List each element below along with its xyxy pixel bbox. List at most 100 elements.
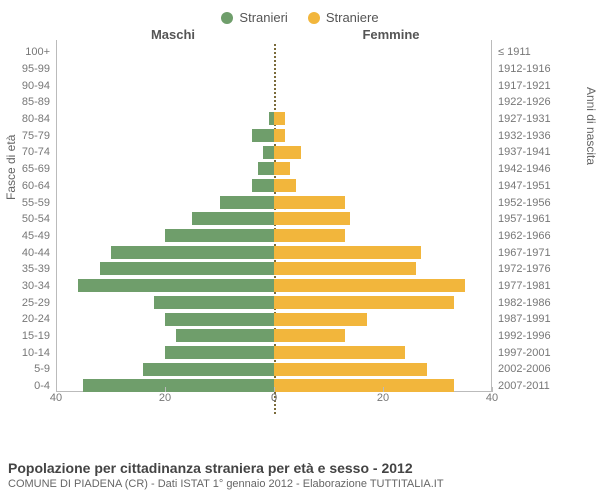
right-plot [274, 94, 492, 111]
female-bar [274, 346, 405, 359]
legend: Stranieri Straniere [0, 0, 600, 25]
left-plot [56, 144, 274, 161]
birth-label: 1942-1946 [492, 163, 570, 175]
male-bar [263, 146, 274, 159]
age-label: 70-74 [0, 146, 56, 158]
right-plot [274, 194, 492, 211]
male-bar [258, 162, 274, 175]
right-plot [274, 278, 492, 295]
legend-female: Straniere [308, 10, 379, 25]
right-plot [274, 178, 492, 195]
pyramid-row: 40-441967-1971 [0, 244, 600, 261]
right-plot [274, 294, 492, 311]
left-plot [56, 228, 274, 245]
pyramid-row: 5-9 2002-2006 [0, 361, 600, 378]
right-plot [274, 44, 492, 61]
age-label: 0-4 [0, 380, 56, 392]
pyramid-chart: 100+≤ 191195-991912-191690-941917-192185… [0, 44, 600, 414]
x-tick: 40 [50, 392, 62, 404]
pyramid-row: 20-24 1987-1991 [0, 311, 600, 328]
pyramid-row: 65-69 1942-1946 [0, 161, 600, 178]
male-bar [83, 379, 274, 392]
birth-label: 1947-1951 [492, 180, 570, 192]
age-label: 5-9 [0, 363, 56, 375]
birth-label: 1952-1956 [492, 197, 570, 209]
pyramid-row: 70-74 1937-1941 [0, 144, 600, 161]
right-plot [274, 361, 492, 378]
male-bar [165, 346, 274, 359]
age-label: 65-69 [0, 163, 56, 175]
right-plot [274, 144, 492, 161]
birth-label: 1992-1996 [492, 330, 570, 342]
age-label: 85-89 [0, 96, 56, 108]
pyramid-row: 90-941917-1921 [0, 77, 600, 94]
left-plot [56, 61, 274, 78]
male-bar [220, 196, 275, 209]
birth-label: 1937-1941 [492, 146, 570, 158]
female-bar [274, 112, 285, 125]
pyramid-row: 45-491962-1966 [0, 228, 600, 245]
right-plot [274, 261, 492, 278]
male-bar [176, 329, 274, 342]
female-bar [274, 246, 421, 259]
male-swatch [221, 12, 233, 24]
age-label: 75-79 [0, 130, 56, 142]
right-plot [274, 311, 492, 328]
birth-label: 1987-1991 [492, 313, 570, 325]
right-plot [274, 211, 492, 228]
legend-male: Stranieri [221, 10, 287, 25]
female-bar [274, 196, 345, 209]
x-ticks-right: 02040 [274, 392, 492, 408]
left-plot [56, 328, 274, 345]
age-label: 20-24 [0, 313, 56, 325]
left-plot [56, 44, 274, 61]
x-ticks-left: 02040 [56, 392, 274, 408]
chart-subtitle: COMUNE DI PIADENA (CR) - Dati ISTAT 1° g… [8, 478, 592, 490]
male-bar [78, 279, 274, 292]
birth-label: 2002-2006 [492, 363, 570, 375]
birth-label: 1927-1931 [492, 113, 570, 125]
right-plot [274, 244, 492, 261]
right-plot [274, 77, 492, 94]
female-bar [274, 279, 465, 292]
left-plot [56, 111, 274, 128]
age-label: 45-49 [0, 230, 56, 242]
male-bar [154, 296, 274, 309]
male-bar [100, 262, 274, 275]
female-bar [274, 379, 454, 392]
female-bar [274, 179, 296, 192]
left-plot [56, 94, 274, 111]
pyramid-row: 100+≤ 1911 [0, 44, 600, 61]
birth-label: 1922-1926 [492, 96, 570, 108]
legend-male-label: Stranieri [239, 10, 287, 25]
male-bar [252, 179, 274, 192]
pyramid-row: 10-141997-2001 [0, 344, 600, 361]
female-bar [274, 313, 367, 326]
birth-label: 1977-1981 [492, 280, 570, 292]
age-label: 15-19 [0, 330, 56, 342]
pyramid-row: 85-89 1922-1926 [0, 94, 600, 111]
female-swatch [308, 12, 320, 24]
male-bar [165, 313, 274, 326]
left-plot [56, 278, 274, 295]
male-bar [252, 129, 274, 142]
left-plot [56, 261, 274, 278]
female-bar [274, 212, 350, 225]
x-tick: 20 [159, 392, 171, 404]
age-label: 55-59 [0, 197, 56, 209]
birth-label: 1917-1921 [492, 80, 570, 92]
age-label: 50-54 [0, 213, 56, 225]
left-plot [56, 344, 274, 361]
pyramid-row: 35-391972-1976 [0, 261, 600, 278]
birth-label: 1972-1976 [492, 263, 570, 275]
left-plot [56, 178, 274, 195]
age-label: 95-99 [0, 63, 56, 75]
male-bar [165, 229, 274, 242]
pyramid-row: 95-991912-1916 [0, 61, 600, 78]
x-ticks-layer: 02040 02040 [0, 392, 600, 408]
pyramid-row: 75-79 1932-1936 [0, 127, 600, 144]
age-label: 30-34 [0, 280, 56, 292]
birth-label: 1932-1936 [492, 130, 570, 142]
right-plot [274, 127, 492, 144]
female-bar [274, 329, 345, 342]
